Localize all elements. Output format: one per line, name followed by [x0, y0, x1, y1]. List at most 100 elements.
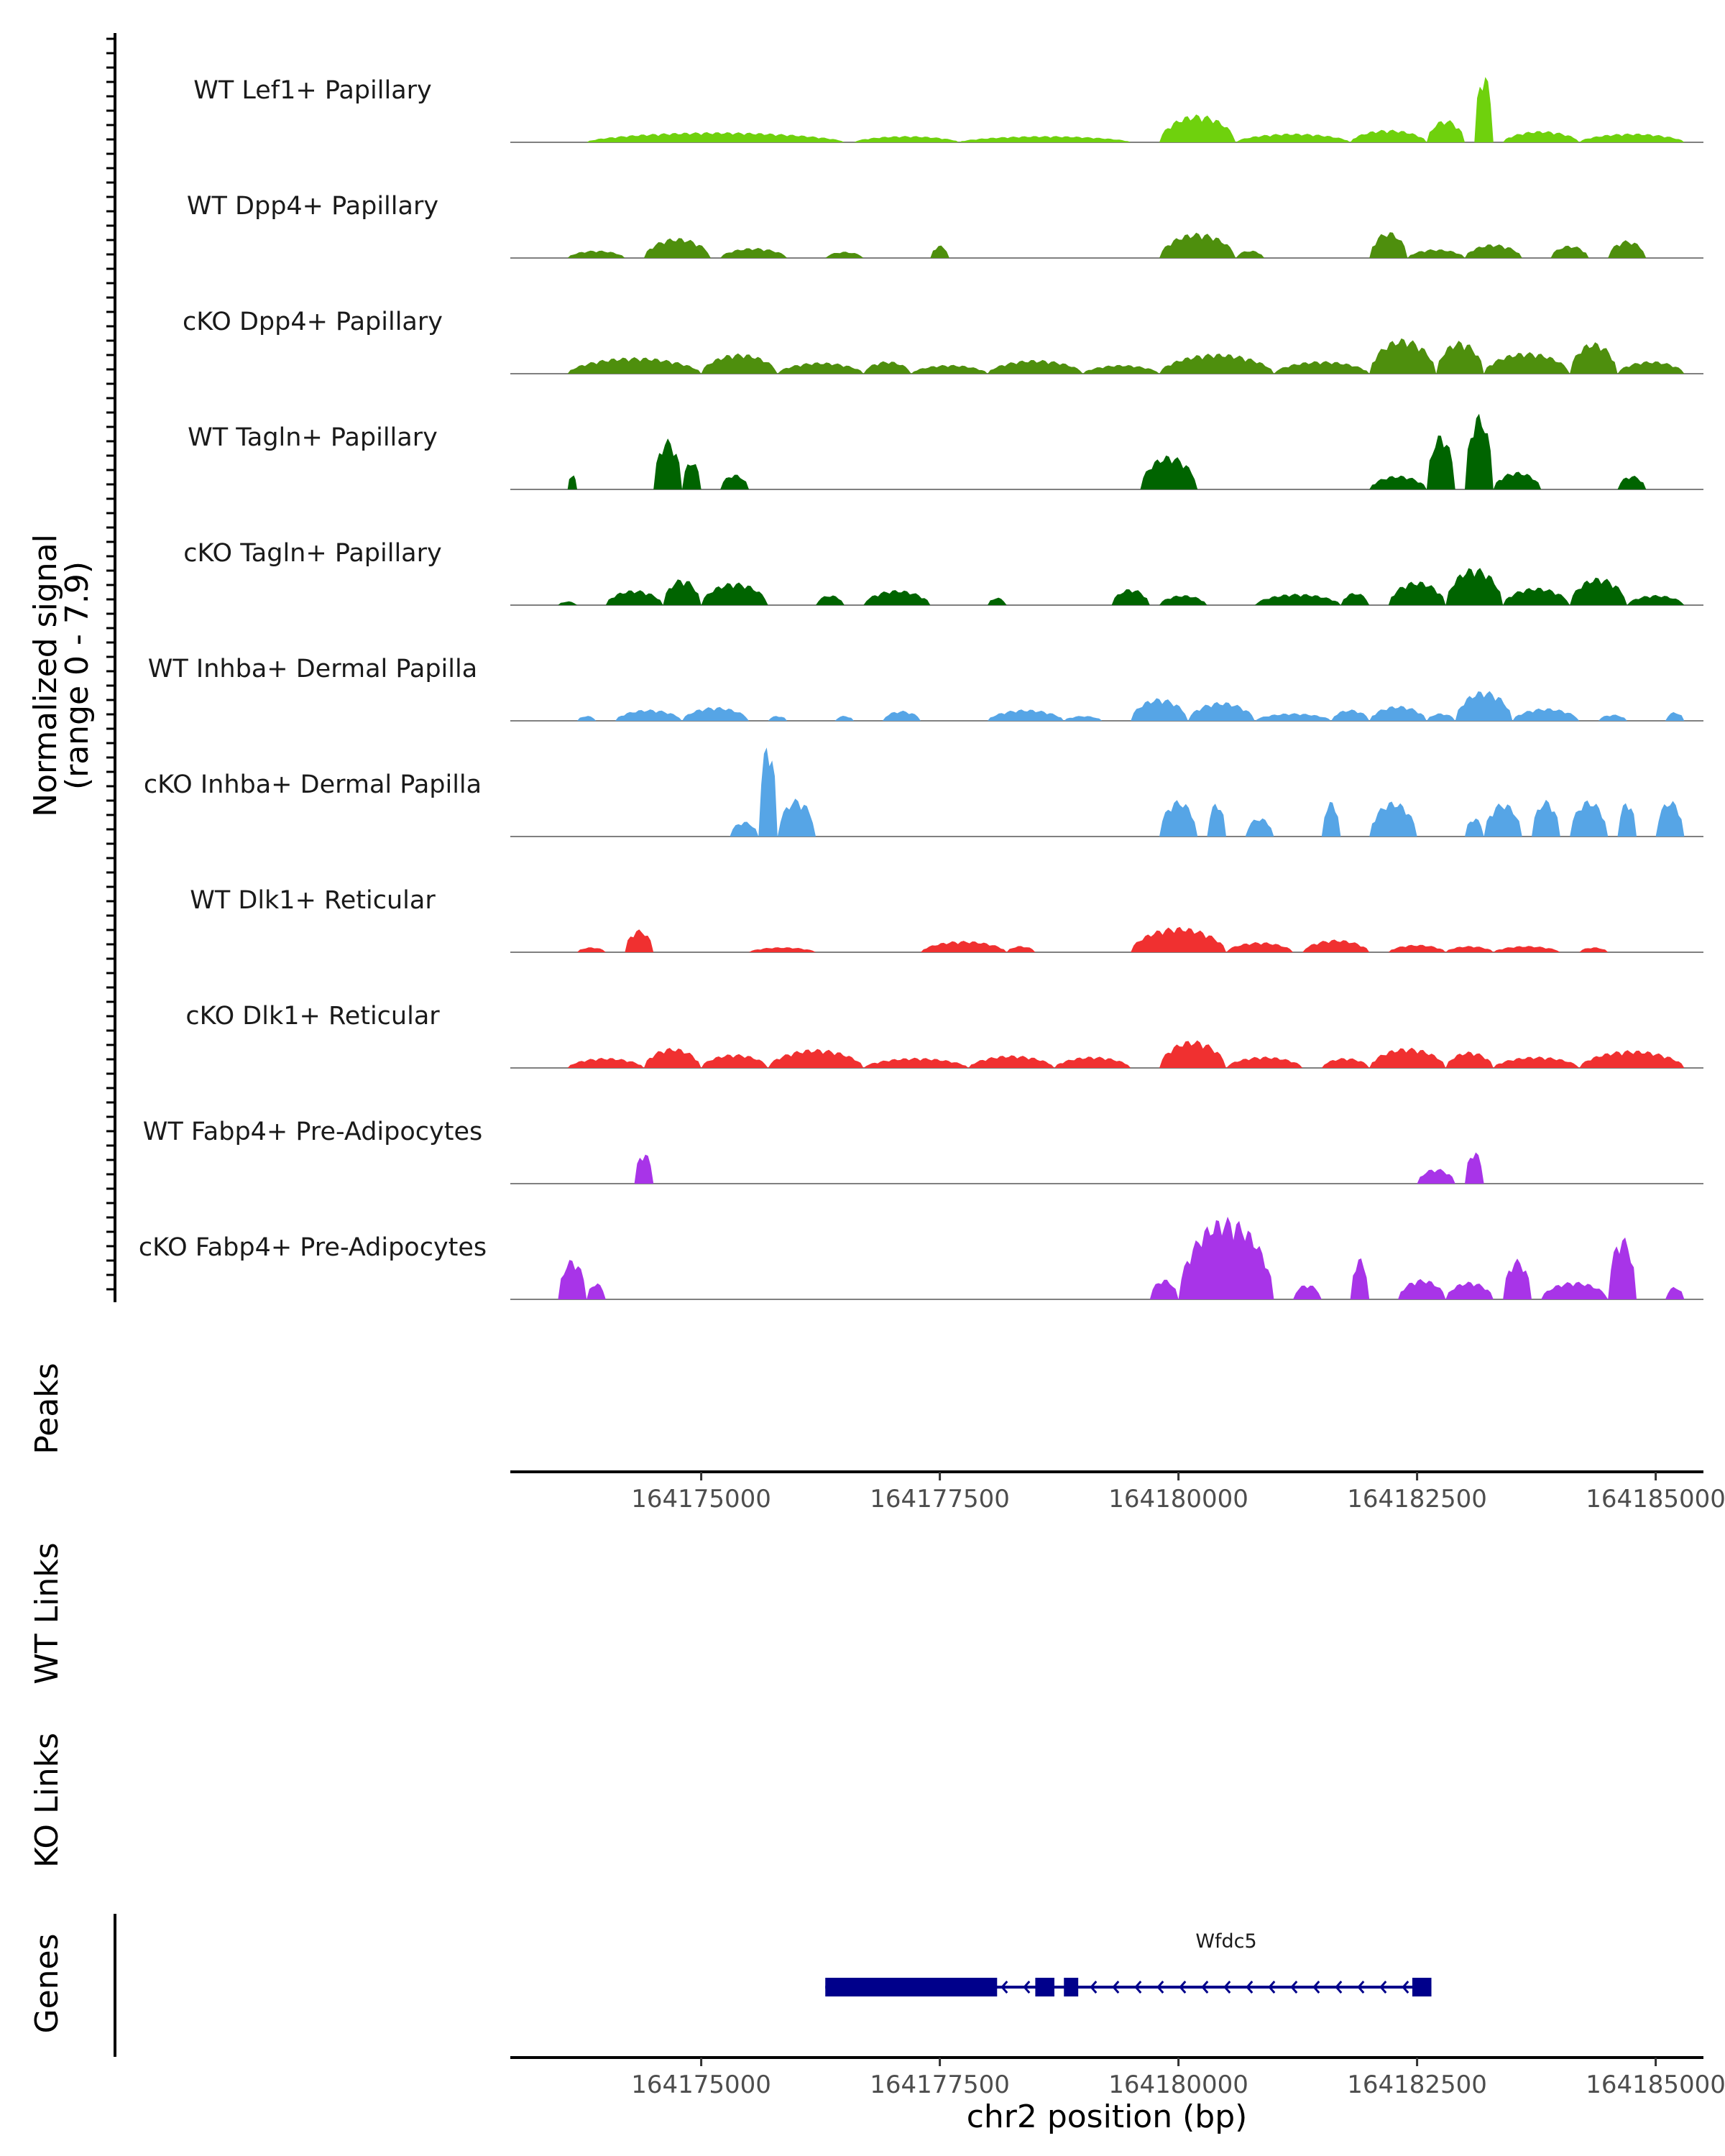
coverage-peak — [882, 710, 921, 721]
track-9: WT Fabp4+ Pre-Adipocytes — [143, 1118, 1703, 1184]
coverage-peak — [1159, 232, 1236, 258]
coverage-peak — [586, 1283, 606, 1299]
coverage-peak — [1445, 1281, 1494, 1299]
coverage-peak — [1293, 1285, 1322, 1299]
coverage-peak — [1426, 120, 1465, 142]
x-tick-label: 164185000 — [1586, 2070, 1725, 2099]
track-7: WT Dlk1+ Reticular — [190, 886, 1703, 953]
position-x-axis: 164175000 164177500 164180000 164182500 1641… — [510, 2056, 1725, 2099]
coverage-peak — [1369, 1047, 1446, 1068]
coverage-peak — [682, 706, 749, 721]
coverage-peak — [643, 238, 711, 258]
track-6: cKO Inhba+ Dermal Papilla — [144, 747, 1703, 837]
coverage-peak — [1407, 249, 1465, 258]
x-tick-label: 164180000 — [1108, 2070, 1248, 2099]
coverage-peak — [1207, 803, 1226, 837]
track-4: cKO Tagln+ Papillary — [183, 539, 1703, 606]
coverage-peak — [1474, 77, 1494, 142]
coverage-peak — [586, 132, 845, 142]
strand-arrow — [1402, 1981, 1409, 1994]
track-label: WT Fabp4+ Pre-Adipocytes — [143, 1118, 482, 1146]
strand-arrow — [1357, 1981, 1365, 1994]
coverage-peak — [1445, 946, 1494, 952]
coverage-peak — [1570, 342, 1618, 374]
coverage-peak — [558, 1260, 587, 1299]
coverage-peak — [577, 947, 606, 952]
coverage-peak — [567, 475, 577, 489]
strand-arrow — [1201, 1981, 1209, 1994]
coverage-peak — [1187, 701, 1255, 721]
coverage-peak — [1064, 716, 1103, 721]
coverage-peak — [730, 821, 759, 837]
coverage-peak — [921, 941, 1007, 952]
track-8: cKO Dlk1+ Reticular — [185, 1002, 1703, 1069]
coverage-peak — [768, 1049, 864, 1068]
coverage-peak — [1503, 587, 1570, 605]
strand-arrow — [1000, 1981, 1008, 1994]
peaks-x-axis: 164175000 164177500 164180000 164182500 1641… — [510, 1470, 1725, 1514]
coverage-peak — [1465, 413, 1494, 489]
track-0: WT Lef1+ Papillary — [193, 76, 1703, 143]
coverage-peak — [1340, 593, 1370, 605]
strand-arrow — [1023, 1981, 1031, 1994]
genes-track-label: Genes — [29, 1933, 65, 2033]
gene-exon — [1035, 1978, 1054, 1996]
coverage-peak — [1579, 947, 1609, 952]
coverage-peak — [1493, 946, 1560, 952]
coverage-peak — [1484, 352, 1570, 374]
coverage-peak — [863, 1057, 969, 1068]
coverage-peak — [911, 364, 988, 374]
coverage-peak — [816, 595, 845, 605]
coverage-peak — [615, 709, 682, 721]
coverage-peak — [777, 362, 864, 374]
gene-exon — [825, 1978, 998, 1996]
strand-arrow — [1179, 1981, 1187, 1994]
coverage-peak — [1369, 801, 1417, 837]
coverage-peak — [1321, 801, 1341, 837]
coverage-peak — [749, 947, 816, 952]
coverage-peak — [1579, 133, 1685, 142]
coverage-peak — [1236, 133, 1351, 142]
coverage-peak — [988, 709, 1064, 721]
strand-arrow — [1223, 1981, 1231, 1994]
strand-arrow — [1312, 1981, 1320, 1994]
track-label: WT Inhba+ Dermal Papilla — [148, 655, 477, 683]
coverage-peak — [1254, 713, 1332, 721]
coverage-peak — [1665, 711, 1685, 721]
x-tick-label: 164175000 — [631, 2070, 771, 2099]
coverage-peak — [1159, 1040, 1226, 1068]
coverage-peak — [1226, 942, 1293, 952]
coverage-peak — [663, 579, 702, 605]
coverage-peak — [863, 361, 911, 374]
track-label: cKO Dlk1+ Reticular — [185, 1002, 440, 1031]
coverage-peak — [701, 353, 778, 374]
coverage-peak — [1465, 818, 1484, 837]
coverage-peak — [1436, 341, 1484, 374]
y-axis-title-line1: Normalized signal — [27, 534, 64, 817]
coverage-peak — [1455, 691, 1513, 721]
coverage-peak — [1159, 354, 1274, 374]
coverage-peak — [1350, 129, 1427, 142]
x-tick-label: 164180000 — [1108, 1485, 1248, 1514]
track-2: cKO Dpp4+ Papillary — [183, 308, 1703, 374]
coverage-peak — [1388, 581, 1446, 605]
coverage-peak — [988, 597, 1007, 605]
coverage-peak — [1331, 709, 1370, 721]
coverage-peak — [834, 716, 855, 721]
coverage-peak — [1302, 939, 1370, 952]
track-label: WT Lef1+ Papillary — [193, 76, 432, 105]
coverage-peak — [959, 136, 1131, 142]
track-label: cKO Inhba+ Dermal Papilla — [144, 770, 482, 799]
coverage-peak — [1131, 698, 1188, 721]
coverage-peak — [1465, 244, 1522, 258]
strand-arrow — [1246, 1981, 1254, 1994]
coverage-peak — [1541, 1281, 1609, 1299]
coverage-peak — [1655, 801, 1685, 837]
x-tick-label: 164185000 — [1586, 1485, 1725, 1514]
coverage-peak — [1350, 1258, 1370, 1299]
coverage-peak — [1570, 577, 1627, 605]
track-10: cKO Fabp4+ Pre-Adipocytes — [139, 1217, 1703, 1300]
coverage-peak — [1579, 1050, 1685, 1068]
x-tick-label: 164182500 — [1347, 2070, 1487, 2099]
coverage-peak — [1369, 232, 1408, 258]
